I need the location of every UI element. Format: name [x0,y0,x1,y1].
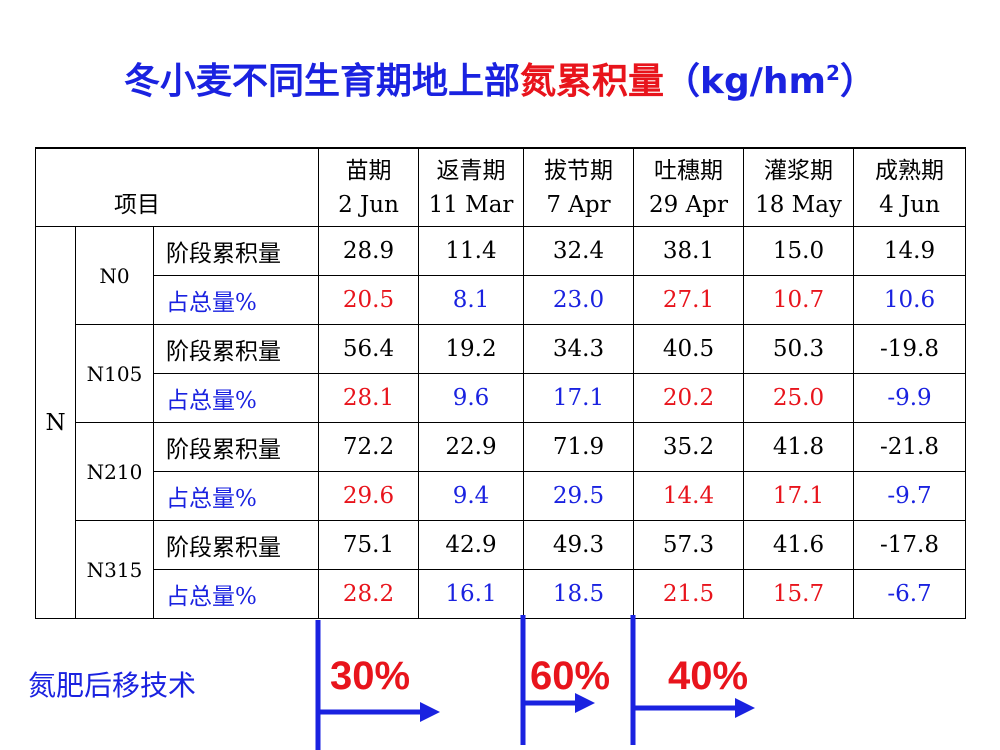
date: 2 Jun [338,191,399,218]
column-header: 成熟期 4 Jun [853,147,966,227]
row-label: 占总量% [153,569,319,619]
cell: 40.5 [633,324,744,374]
cell: 71.9 [523,422,634,472]
row: 占总量% 28.2 16.1 18.5 21.5 15.7 -6.7 [36,569,966,619]
subgroup-label: N315 [75,520,154,619]
date: 29 Apr [649,191,728,218]
cell: 42.9 [418,520,524,570]
cell: 56.4 [318,324,419,374]
stage: 苗期 [345,157,392,184]
cell: 29.6 [318,471,419,521]
arrow-label: 60% [530,654,611,698]
cell: 15.7 [743,569,854,619]
cell: 41.6 [743,520,854,570]
title-part: （kg/hm [664,61,827,102]
cell: 38.1 [633,226,744,276]
cell: 9.4 [418,471,524,521]
row-label: 占总量% [153,373,319,423]
cell: 19.2 [418,324,524,374]
row: N105 阶段累积量 56.4 19.2 34.3 40.5 50.3 -19.8 [36,324,966,423]
row: N210 阶段累积量 72.2 22.9 71.9 35.2 41.8 -21.8 [36,422,966,521]
cell: 21.5 [633,569,744,619]
title-part: 2 [826,61,840,85]
cell: 75.1 [318,520,419,570]
cell: 41.8 [743,422,854,472]
cell: 16.1 [418,569,524,619]
date: 4 Jun [879,191,940,218]
cell: 29.5 [523,471,634,521]
cell: 28.2 [318,569,419,619]
cell: -17.8 [853,520,966,570]
cell: 50.3 [743,324,854,374]
stage: 拔节期 [544,157,613,184]
header-label: 项目 [35,147,319,227]
cell: 14.9 [853,226,966,276]
cell: -9.9 [853,373,966,423]
row-label: 阶段累积量 [153,422,319,472]
cell: 20.5 [318,275,419,325]
stage: 灌浆期 [764,157,833,184]
cell: 57.3 [633,520,744,570]
footer-label: 氮肥后移技术 [28,669,197,702]
row-label: 阶段累积量 [153,520,319,570]
date: 11 Mar [428,191,514,218]
cell: 34.3 [523,324,634,374]
title-part: ） [839,61,876,102]
row-label: 阶段累积量 [153,324,319,374]
cell: -6.7 [853,569,966,619]
column-header: 返青期 11 Mar [418,147,524,227]
title-part: 冬小麦不同生育期地上部 [124,61,521,102]
column-header: 拔节期 7 Apr [523,147,634,227]
subgroup-label: N210 [75,422,154,521]
row: N315 阶段累积量 75.1 42.9 49.3 57.3 41.6 -17.8 [36,520,966,619]
stage: 成熟期 [875,157,944,184]
table: 项目 苗期 2 Jun 返青期 11 Mar 拔节期 7 Apr 吐穗期 29 Apr 灌浆期 18… [35,147,966,619]
cell: 10.7 [743,275,854,325]
column-header: 吐穗期 29 Apr [633,147,744,227]
column-header: 灌浆期 18 May [743,147,854,227]
row: 占总量% 28.1 9.6 17.1 20.2 25.0 -9.9 [36,373,966,423]
arrow-label: 30% [330,654,411,698]
cell: 72.2 [318,422,419,472]
cell: 25.0 [743,373,854,423]
date: 7 Apr [546,191,611,218]
cell: -9.7 [853,471,966,521]
arrow-label: 40% [668,654,749,698]
subgroup-label: N0 [75,226,154,325]
header-row: 项目 苗期 2 Jun 返青期 11 Mar 拔节期 7 Apr 吐穗期 29 Apr 灌浆期 18… [35,147,966,227]
cell: 14.4 [633,471,744,521]
cell: 35.2 [633,422,744,472]
date: 18 May [755,191,842,218]
stage: 吐穗期 [654,157,723,184]
stage: 返青期 [436,157,506,184]
title: 冬小麦不同生育期地上部氮累积量（kg/hm2） [0,52,1000,104]
cell: 10.6 [853,275,966,325]
title-part: 氮累积量 [520,61,665,102]
cell: 23.0 [523,275,634,325]
cell: 49.3 [523,520,634,570]
cell: 28.1 [318,373,419,423]
row: 占总量% 29.6 9.4 29.5 14.4 17.1 -9.7 [36,471,966,521]
row-label: 阶段累积量 [153,226,319,276]
